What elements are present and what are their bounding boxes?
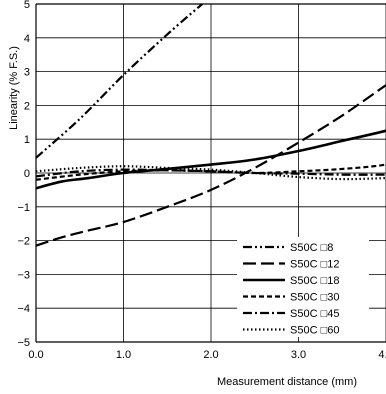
tick-labels: 5 4 3 2 1 0 −1 −2 −3 −4 −50.0 1.0 2.0 3.0 4.0 (17, 0, 386, 361)
x-tick-label: 4.0 (378, 349, 386, 361)
y-tick-label: 5 (24, 0, 30, 11)
y-tick-label: −2 (17, 236, 30, 248)
x-tick-label: 0.0 (28, 349, 43, 361)
x-axis-label: Measurement distance (mm) (217, 376, 357, 388)
series-line (36, 168, 386, 178)
y-tick-label: 2 (24, 100, 30, 112)
y-tick-label: −1 (17, 202, 30, 214)
y-tick-label: 1 (24, 134, 30, 146)
y-tick-label: −5 (17, 337, 30, 349)
series-curves (36, 4, 386, 247)
x-tick-label: 3.0 (291, 349, 306, 361)
legend-label: S50C □18 (290, 275, 339, 287)
series-line (36, 163, 386, 181)
plot-frame (35, 3, 386, 343)
series-line (36, 165, 386, 181)
x-tick-label: 2.0 (203, 349, 218, 361)
legend-background (237, 237, 369, 337)
grid-lines (36, 4, 386, 342)
x-tick-label: 1.0 (116, 349, 131, 361)
legend-label: S50C □8 (290, 242, 333, 254)
series-line (36, 4, 203, 159)
y-tick-label: 0 (24, 168, 30, 180)
legend-label: S50C □12 (290, 259, 339, 271)
y-axis-label: Linearity (% F.S.) (8, 46, 20, 130)
legend-label: S50C □30 (290, 292, 339, 304)
series-line (36, 83, 386, 247)
legend: S50C □8 S50C □12 S50C □18 S50C □30 S50C □45 S… (237, 237, 369, 337)
legend-label: S50C □60 (290, 325, 339, 337)
series-line (36, 129, 386, 190)
legend-label: S50C □45 (290, 308, 339, 320)
y-tick-label: −3 (17, 269, 30, 281)
y-tick-label: 3 (24, 67, 30, 79)
y-tick-label: −4 (17, 303, 30, 315)
y-tick-label: 4 (24, 33, 30, 45)
